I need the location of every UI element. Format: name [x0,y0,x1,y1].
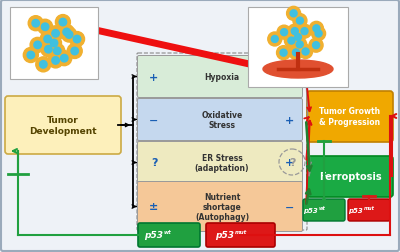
Circle shape [48,54,63,69]
Circle shape [286,7,300,21]
Circle shape [293,15,307,28]
Circle shape [34,42,41,49]
Circle shape [45,46,52,54]
Text: mut: mut [364,205,375,210]
Circle shape [28,17,43,32]
Circle shape [290,11,297,18]
Circle shape [40,61,47,69]
Circle shape [296,18,304,25]
Text: Tumor
Development: Tumor Development [29,116,97,135]
Circle shape [288,25,302,39]
Circle shape [63,29,70,37]
Circle shape [289,46,303,60]
Circle shape [59,19,67,27]
Circle shape [65,32,73,39]
FancyBboxPatch shape [138,142,302,184]
Text: Tumor Growth
& Progression: Tumor Growth & Progression [320,107,380,126]
FancyBboxPatch shape [307,156,393,197]
Circle shape [32,20,40,28]
Ellipse shape [263,61,333,79]
FancyBboxPatch shape [248,8,348,88]
Circle shape [60,55,68,63]
Text: wt: wt [319,205,326,210]
FancyBboxPatch shape [138,182,302,232]
Circle shape [73,36,81,44]
Circle shape [48,27,63,42]
Circle shape [277,26,291,40]
FancyBboxPatch shape [348,199,390,221]
Circle shape [312,27,326,41]
Circle shape [62,28,76,43]
Text: p53: p53 [215,231,234,240]
Circle shape [44,36,51,44]
Circle shape [268,33,282,47]
FancyBboxPatch shape [303,199,345,221]
Circle shape [59,25,74,40]
Circle shape [302,49,309,56]
Text: Oxidative
Stress: Oxidative Stress [201,110,243,130]
Circle shape [36,58,51,73]
Circle shape [298,45,312,59]
Circle shape [301,28,308,36]
Text: +: + [285,72,295,82]
Text: Nutrient
shortage
(Autophagy): Nutrient shortage (Autophagy) [195,192,249,222]
Circle shape [315,31,322,38]
Text: ?: ? [151,158,157,168]
Text: +: + [149,72,159,82]
Circle shape [296,42,303,49]
Circle shape [71,48,78,55]
Circle shape [52,57,59,65]
Circle shape [30,38,45,53]
Text: −: − [285,202,295,212]
Circle shape [70,33,84,47]
FancyBboxPatch shape [138,99,302,141]
Circle shape [280,29,288,37]
Circle shape [41,24,49,32]
Circle shape [294,34,302,41]
Circle shape [291,28,298,36]
Circle shape [309,22,323,36]
Text: −: − [149,115,159,125]
Circle shape [41,43,56,57]
FancyBboxPatch shape [138,223,200,247]
Circle shape [52,30,59,38]
FancyBboxPatch shape [307,92,393,142]
Circle shape [50,44,65,59]
FancyBboxPatch shape [10,8,98,80]
Text: wt: wt [164,230,172,235]
Text: Hypoxia: Hypoxia [204,73,240,82]
Text: +: + [285,158,295,168]
Circle shape [284,35,298,48]
FancyBboxPatch shape [5,97,121,154]
Circle shape [293,38,307,52]
Circle shape [309,39,323,53]
Circle shape [38,20,53,35]
Text: ±: ± [149,202,159,212]
Circle shape [54,48,61,55]
Circle shape [276,46,290,60]
Circle shape [23,48,38,63]
Circle shape [67,44,82,59]
Text: ER Stress
(adaptation): ER Stress (adaptation) [195,153,249,173]
Text: p53: p53 [303,207,318,213]
Circle shape [292,50,300,57]
FancyBboxPatch shape [206,223,275,247]
Circle shape [298,25,312,39]
Circle shape [57,51,72,67]
Text: ?: ? [289,158,295,167]
Circle shape [271,36,278,43]
Circle shape [50,40,58,48]
Text: p53: p53 [348,207,363,213]
Text: Ferroptosis: Ferroptosis [319,171,381,181]
Circle shape [280,50,287,57]
Circle shape [313,26,320,33]
Circle shape [312,43,320,49]
Circle shape [291,31,305,45]
Circle shape [288,38,295,45]
Text: +: + [285,115,295,125]
Circle shape [27,52,34,59]
Text: p53: p53 [144,231,163,240]
Circle shape [40,32,55,47]
Text: mut: mut [235,230,247,235]
